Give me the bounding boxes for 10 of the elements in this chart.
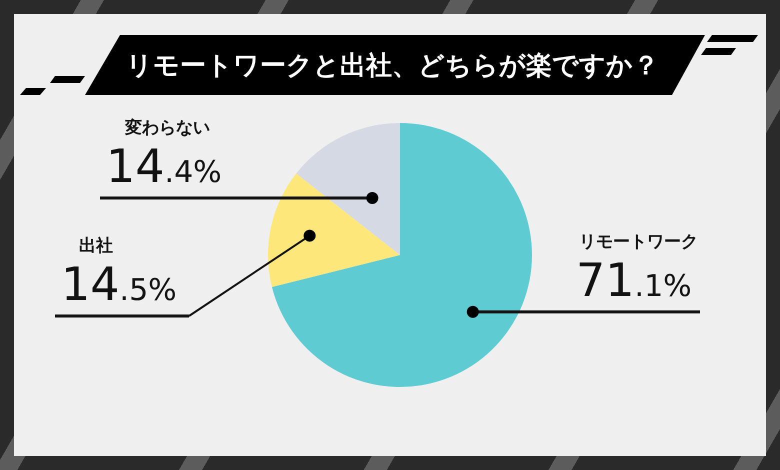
chart-title: リモートワークと出社、どちらが楽ですか？ [126, 51, 659, 82]
slice-label: 出社 [79, 236, 113, 256]
data-label: 14.4% [106, 139, 222, 193]
slice-label: リモートワーク [579, 232, 698, 252]
pie-slice [272, 123, 532, 387]
pie-slice [296, 123, 400, 255]
data-label: 14.5% [61, 257, 177, 311]
data-label: 71.1% [576, 253, 692, 307]
slice-label: 変わらない [124, 118, 210, 138]
pie-slice [268, 173, 400, 288]
